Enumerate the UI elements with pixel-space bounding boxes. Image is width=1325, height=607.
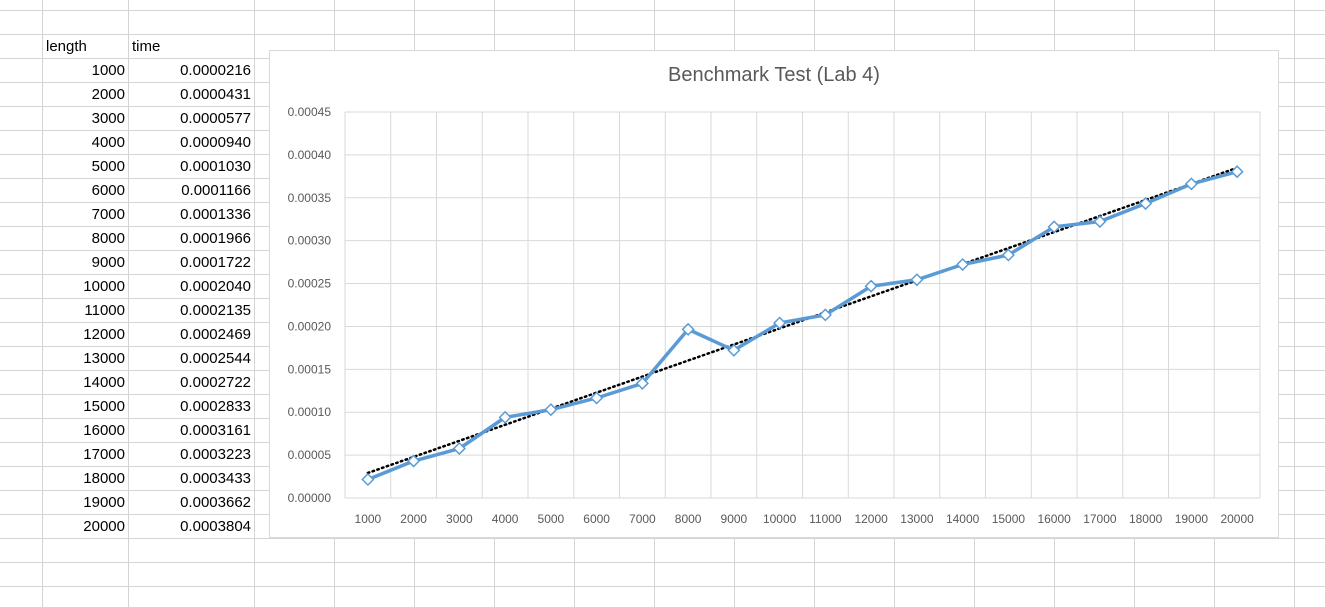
length-cell[interactable]: 1000 xyxy=(91,62,125,79)
time-cell[interactable]: 0.0000216 xyxy=(180,62,251,79)
data-point-marker xyxy=(864,279,878,293)
length-cell[interactable]: 17000 xyxy=(83,446,125,463)
data-point-marker xyxy=(1184,177,1198,191)
length-cell[interactable]: 10000 xyxy=(83,278,125,295)
time-cell[interactable]: 0.0003804 xyxy=(180,518,251,535)
x-tick-label: 20000 xyxy=(1220,512,1254,526)
data-point-marker xyxy=(498,410,512,424)
x-tick-label: 17000 xyxy=(1083,512,1117,526)
y-tick-label: 0.00010 xyxy=(288,405,332,419)
length-cell[interactable]: 9000 xyxy=(91,254,125,271)
length-cell[interactable]: 11000 xyxy=(84,302,125,319)
data-point-marker xyxy=(635,376,649,390)
y-tick-label: 0.00025 xyxy=(288,277,332,291)
data-point-marker xyxy=(818,308,832,322)
length-cell[interactable]: 16000 xyxy=(83,422,125,439)
length-cell[interactable]: 2000 xyxy=(91,86,125,103)
time-cell[interactable]: 0.0002722 xyxy=(180,374,251,391)
time-cell[interactable]: 0.0001722 xyxy=(180,254,251,271)
x-tick-label: 3000 xyxy=(446,512,473,526)
length-cell[interactable]: 3000 xyxy=(91,110,125,127)
x-tick-label: 9000 xyxy=(721,512,748,526)
time-cell[interactable]: 0.0002469 xyxy=(180,326,251,343)
y-tick-label: 0.00015 xyxy=(288,362,332,376)
data-point-marker xyxy=(773,316,787,330)
line-chart: 0.00000 0.00005 0.00010 0.00015 0.00020 0.000… xyxy=(288,105,1261,526)
time-cell[interactable]: 0.0003223 xyxy=(180,446,251,463)
y-tick-label: 0.00040 xyxy=(288,148,332,162)
time-cell[interactable]: 0.0002833 xyxy=(180,398,251,415)
data-point-marker xyxy=(452,441,466,456)
data-point-marker xyxy=(681,322,695,336)
data-point-marker xyxy=(910,273,924,287)
time-cell[interactable]: 0.0003161 xyxy=(180,422,251,439)
x-tick-label: 11000 xyxy=(809,512,842,526)
x-tick-label: 14000 xyxy=(946,512,980,526)
data-point-marker xyxy=(1139,196,1153,211)
time-cell[interactable]: 0.0000940 xyxy=(180,134,251,151)
x-tick-label: 4000 xyxy=(492,512,519,526)
data-point-marker xyxy=(590,391,604,405)
length-cell[interactable]: 14000 xyxy=(83,374,125,391)
data-point-marker xyxy=(1047,220,1061,234)
x-tick-label: 16000 xyxy=(1037,512,1071,526)
chart-title: Benchmark Test (Lab 4) xyxy=(668,64,880,86)
x-tick-label: 1000 xyxy=(355,512,382,526)
data-point-marker xyxy=(544,403,558,417)
x-tick-label: 13000 xyxy=(900,512,934,526)
time-cell[interactable]: 0.0001166 xyxy=(181,182,251,199)
time-cell[interactable]: 0.0001966 xyxy=(180,230,251,247)
data-point-marker xyxy=(1001,248,1015,262)
time-cell[interactable]: 0.0002135 xyxy=(180,302,251,319)
header-cell-time[interactable]: time xyxy=(132,38,161,55)
length-cell[interactable]: 19000 xyxy=(83,494,125,511)
y-tick-label: 0.00020 xyxy=(288,319,332,333)
length-cell[interactable]: 8000 xyxy=(91,230,125,247)
y-tick-label: 0.00005 xyxy=(288,448,332,462)
length-cell[interactable]: 4000 xyxy=(91,134,125,151)
data-point-marker xyxy=(1093,214,1107,229)
time-cell[interactable]: 0.0003662 xyxy=(180,494,251,511)
x-tick-label: 18000 xyxy=(1129,512,1163,526)
length-cell[interactable]: 18000 xyxy=(83,470,125,487)
y-tick-label: 0.00035 xyxy=(288,191,332,205)
time-cell[interactable]: 0.0000431 xyxy=(180,86,251,103)
length-cell[interactable]: 6000 xyxy=(91,182,125,199)
x-tick-label: 19000 xyxy=(1175,512,1209,526)
time-cell[interactable]: 0.0001030 xyxy=(180,158,251,175)
x-tick-label: 7000 xyxy=(629,512,656,526)
x-tick-label: 5000 xyxy=(538,512,565,526)
length-cell[interactable]: 12000 xyxy=(83,326,125,343)
y-tick-label: 0.00000 xyxy=(288,491,332,505)
length-cell[interactable]: 5000 xyxy=(91,158,125,175)
data-point-marker xyxy=(407,454,421,468)
series-line xyxy=(367,170,1238,482)
time-cell[interactable]: 0.0001336 xyxy=(180,206,251,223)
y-tick-label: 0.00045 xyxy=(288,105,332,119)
data-point-marker xyxy=(727,343,741,357)
x-tick-label: 6000 xyxy=(583,512,610,526)
length-cell[interactable]: 7000 xyxy=(91,206,125,223)
y-tick-label: 0.00030 xyxy=(288,234,332,248)
time-cell[interactable]: 0.0000577 xyxy=(180,110,251,127)
x-tick-label: 12000 xyxy=(854,512,888,526)
x-tick-label: 8000 xyxy=(675,512,702,526)
x-tick-label: 10000 xyxy=(763,512,797,526)
time-cell[interactable]: 0.0003433 xyxy=(180,470,251,487)
x-tick-label: 15000 xyxy=(992,512,1026,526)
length-cell[interactable]: 20000 xyxy=(83,518,125,535)
time-cell[interactable]: 0.0002040 xyxy=(180,278,251,295)
length-cell[interactable]: 13000 xyxy=(83,350,125,367)
header-cell-length[interactable]: length xyxy=(46,38,87,55)
time-cell[interactable]: 0.0002544 xyxy=(180,350,251,367)
data-point-marker xyxy=(1230,165,1244,179)
data-point-marker xyxy=(956,257,970,272)
chart-area[interactable] xyxy=(269,50,1279,538)
x-tick-label: 2000 xyxy=(400,512,427,526)
length-cell[interactable]: 15000 xyxy=(83,398,125,415)
data-point-marker xyxy=(361,472,375,487)
